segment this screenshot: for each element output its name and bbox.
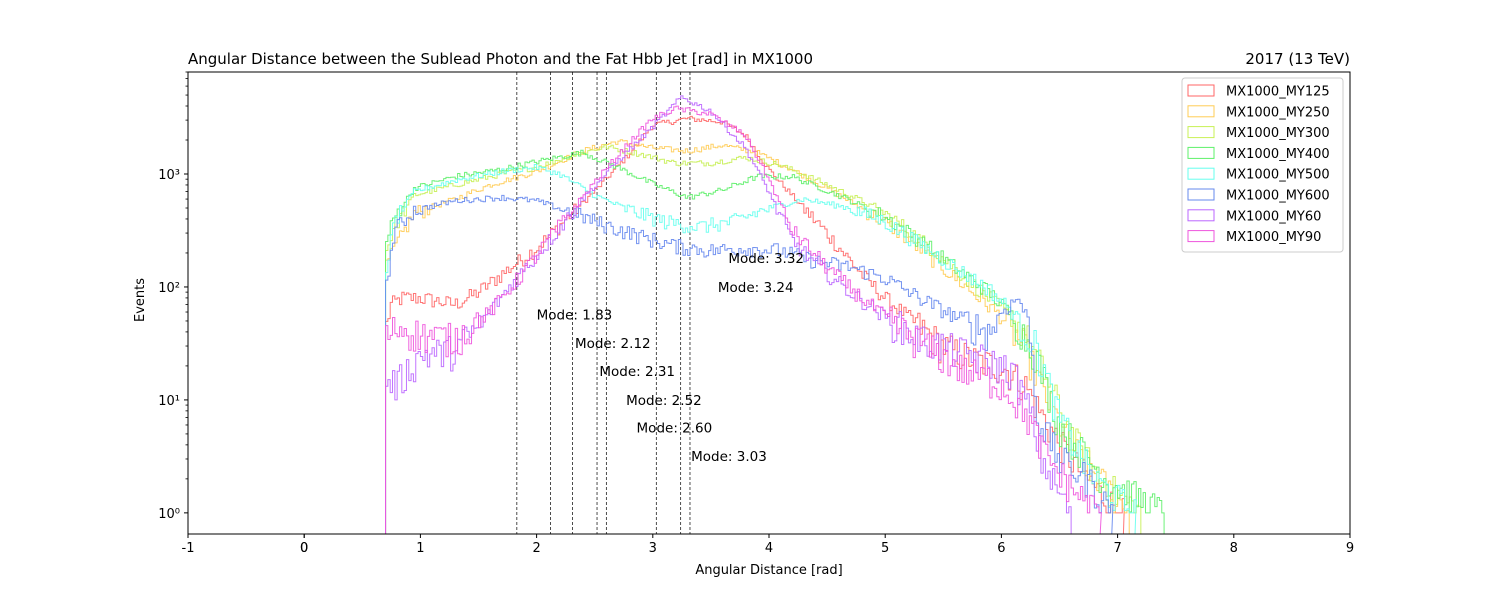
- legend-swatch: [1187, 230, 1215, 243]
- x-tick-label: -1: [182, 541, 195, 556]
- legend-label: MX1000_MY90: [1226, 230, 1321, 245]
- x-tick-label: 0: [300, 541, 308, 556]
- mode-annotation-6: Mode: 2.60: [637, 420, 713, 436]
- x-tick-label: 1: [416, 541, 424, 556]
- legend-swatch: [1187, 167, 1215, 180]
- series-MX1000_MY400: [385, 149, 1165, 534]
- series-MX1000_MY60: [385, 95, 1072, 534]
- y-tick-label: 10³: [158, 168, 180, 183]
- legend-label: MX1000_MY250: [1226, 105, 1330, 120]
- x-tick-label: 4: [765, 541, 773, 556]
- x-tick-label: 0: [300, 541, 308, 556]
- legend-swatch: [1187, 105, 1215, 118]
- legend-swatch: [1187, 126, 1215, 139]
- x-tick-label: 5: [881, 541, 889, 556]
- legend-box: [1181, 77, 1344, 253]
- mode-annotation-4: Mode: 2.31: [599, 364, 675, 380]
- y-axis-label: Events: [133, 278, 148, 322]
- legend-swatch: [1187, 84, 1215, 97]
- legend-label: MX1000_MY60: [1226, 209, 1321, 224]
- mode-annotation-0: Mode: 3.32: [728, 251, 804, 267]
- mode-annotation-5: Mode: 2.52: [626, 393, 702, 409]
- x-tick-label: 2: [532, 541, 540, 556]
- x-tick-label: 3: [649, 541, 657, 556]
- x-tick-label: 8: [1230, 541, 1238, 556]
- series-MX1000_MY600: [385, 194, 1114, 534]
- series-MX1000_MY250: [385, 139, 1130, 534]
- legend-label: MX1000_MY500: [1226, 168, 1330, 183]
- chart-title-right: 2017 (13 TeV): [1245, 50, 1350, 68]
- y-tick-label: 10²: [158, 281, 180, 296]
- legend-label: MX1000_MY300: [1226, 126, 1330, 141]
- series-MX1000_MY300: [385, 144, 1142, 534]
- legend-swatch: [1187, 188, 1215, 201]
- mode-annotation-1: Mode: 3.24: [718, 280, 794, 296]
- chart-title: Angular Distance between the Sublead Pho…: [188, 50, 813, 68]
- y-tick-label: 10⁰: [158, 507, 180, 522]
- x-tick-label: 9: [1346, 541, 1354, 556]
- series-MX1000_MY90: [385, 105, 1102, 534]
- mode-annotation-2: Mode: 1.83: [537, 308, 613, 324]
- x-axis-label: Angular Distance [rad]: [695, 563, 842, 578]
- mode-annotation-7: Mode: 3.03: [691, 449, 767, 465]
- legend-label: MX1000_MY400: [1226, 147, 1330, 162]
- x-tick-label: 6: [997, 541, 1005, 556]
- y-tick-label: 10¹: [158, 394, 180, 409]
- series-MX1000_MY500: [385, 163, 1137, 534]
- legend-swatch: [1187, 209, 1215, 222]
- plot-frame: [187, 71, 1351, 535]
- mode-annotation-3: Mode: 2.12: [575, 336, 651, 352]
- x-tick-label: 7: [1113, 541, 1121, 556]
- legend-label: MX1000_MY600: [1226, 189, 1330, 204]
- legend-swatch: [1187, 146, 1215, 159]
- legend-label: MX1000_MY125: [1226, 85, 1330, 100]
